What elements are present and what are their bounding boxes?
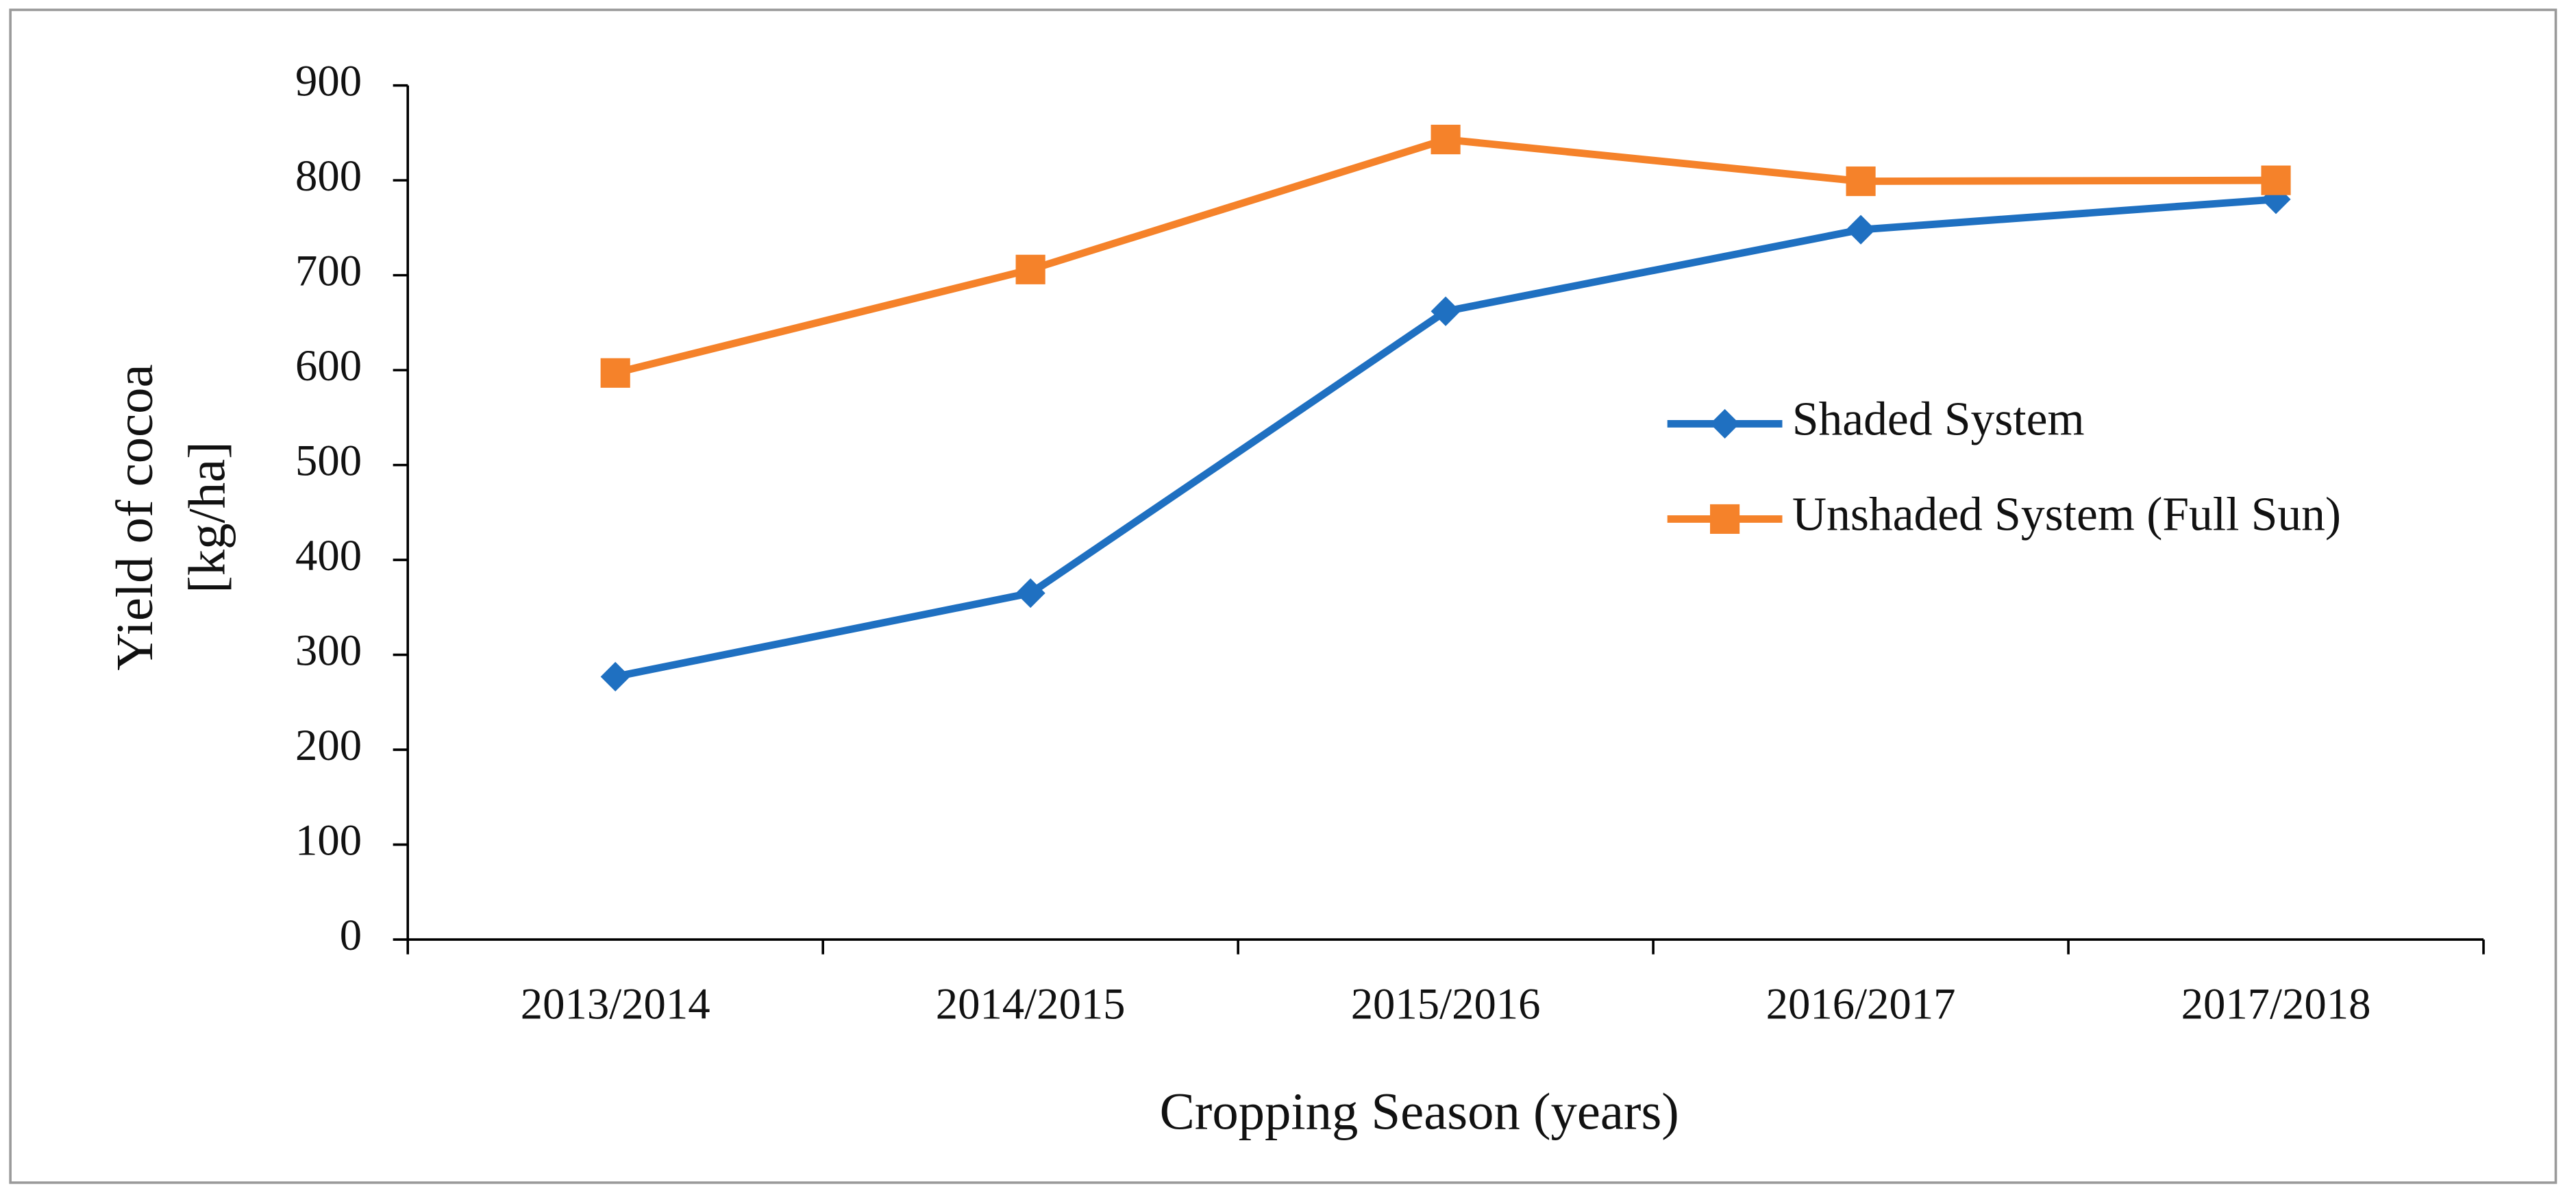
legend-label: Unshaded System (Full Sun) — [1792, 488, 2341, 541]
x-tick-label: 2015/2016 — [1351, 979, 1541, 1029]
x-tick-label: 2017/2018 — [2181, 979, 2371, 1029]
x-tick-label: 2014/2015 — [936, 979, 1126, 1029]
marker — [1015, 254, 1045, 284]
x-tick-label: 2013/2014 — [521, 979, 710, 1029]
marker — [600, 661, 630, 692]
x-axis-title: Cropping Season (years) — [1160, 1083, 1679, 1141]
marker — [2261, 165, 2291, 195]
y-tick-label: 900 — [295, 56, 362, 105]
marker — [1431, 125, 1461, 155]
y-tick-label: 100 — [295, 815, 362, 864]
marker — [600, 358, 630, 388]
marker — [1015, 578, 1045, 609]
y-tick-label: 400 — [295, 530, 362, 580]
y-tick-label: 700 — [295, 245, 362, 295]
marker — [1846, 214, 1876, 245]
y-tick-label: 0 — [340, 910, 362, 959]
marker — [1710, 504, 1740, 535]
y-tick-label: 800 — [295, 151, 362, 200]
chart-frame — [9, 8, 2558, 1184]
y-tick-label: 600 — [295, 341, 362, 390]
y-axis-title: Yield of cocoa [kg/ha] — [106, 364, 236, 670]
y-tick-label: 500 — [295, 435, 362, 484]
marker — [1846, 166, 1876, 197]
y-axis-title-line: Yield of cocoa — [106, 364, 164, 670]
y-axis-title-line: [kg/ha] — [178, 441, 236, 593]
y-tick-label: 300 — [295, 625, 362, 674]
legend-label: Shaded System — [1792, 393, 2085, 445]
x-tick-label: 2016/2017 — [1766, 979, 1956, 1029]
y-tick-label: 200 — [295, 720, 362, 770]
